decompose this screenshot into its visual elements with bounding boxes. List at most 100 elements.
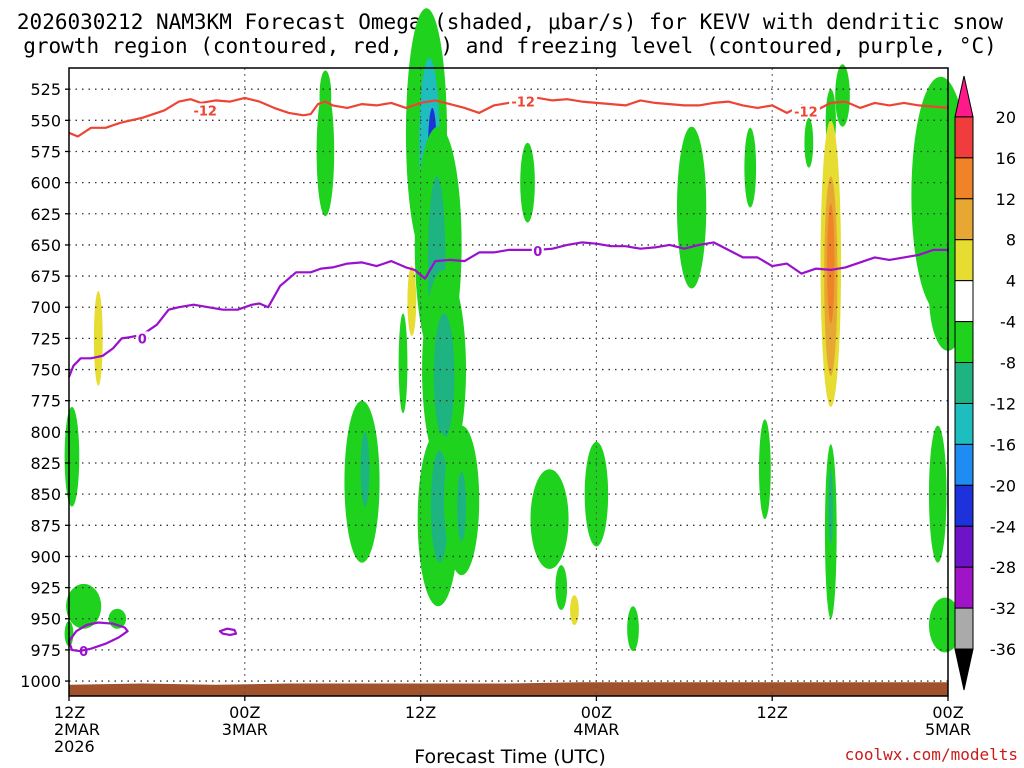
contour-lines: -12 -12 -12 0 0 0 [67,94,949,660]
colorbar-bin-13 [954,607,974,650]
y-tick-label-625: 625 [30,205,61,224]
colorbar-bin-2 [954,157,974,200]
x-tick-label-12-1: 3MAR [222,720,268,739]
colorbar-cap-bottom [954,648,974,691]
y-tick-label-1000: 1000 [20,672,61,691]
y-tick-label-850: 850 [30,485,61,504]
colorbar-bin-3 [954,198,974,241]
contour-label-bg-0-1 [509,94,538,108]
x-tick-label-0-1: 2MAR [54,720,100,739]
omega-region-22 [520,142,535,223]
colorbar-bin-8 [954,402,974,445]
omega-region-23 [530,469,569,569]
pressure-axis: 525 550 575 600 625 650 675 700 725 750 775 800 825 8… [20,80,69,691]
colorbar-label-4: 4 [1006,272,1016,291]
y-tick-label-750: 750 [30,361,61,380]
omega-region-21 [457,471,467,542]
omega-region-9 [398,313,408,414]
omega-region-42 [928,597,962,653]
colorbar-bin-5 [954,280,974,323]
contour-label-0-1: -12 [511,96,535,111]
colorbar-label-8: -16 [990,435,1016,454]
x-axis-label: Forecast Time (UTC) [414,746,605,768]
colorbar-label-5: -4 [1000,313,1016,332]
x-tick-label-60-1: 5MAR [925,720,971,739]
colorbar-label-2: 12 [996,190,1016,209]
x-tick-label-24-0: 12Z [405,703,436,722]
contour-label-bg-0-0 [191,103,220,117]
omega-region-24 [555,565,568,611]
omega-region-5 [316,86,335,217]
y-tick-label-950: 950 [30,610,61,629]
contour-label-1-0: 0 [138,332,147,347]
omega-region-30 [759,419,771,520]
omega-region-31 [804,117,814,168]
colorbar-label-3: 8 [1006,231,1016,250]
omega-region-29 [744,127,757,208]
x-tick-label-12-0: 00Z [229,703,260,722]
chart-title-line-2: growth region (contoured, red, °C) and f… [23,34,997,58]
x-tick-label-0-0: 12Z [54,703,85,722]
omega-region-25 [570,595,579,625]
y-tick-label-550: 550 [30,111,61,130]
colorbar-bin-7 [954,362,974,404]
contour-line-2 [67,621,129,653]
omega-region-10 [407,266,417,336]
colorbar: 20 16 12 8 4 -4 -8 -12 -16 -20 -24 -28 -32 -36 [954,75,1016,691]
colorbar-bin-9 [954,443,974,486]
colorbar-label-12: -32 [990,599,1016,618]
colorbar-cap-top [954,75,974,118]
colorbar-bin-12 [954,566,974,609]
contour-label-0-0: -12 [193,104,217,119]
colorbar-label-13: -36 [990,640,1016,659]
y-tick-label-725: 725 [30,329,61,348]
y-tick-label-775: 775 [30,392,61,411]
y-tick-label-525: 525 [30,80,61,99]
colorbar-label-6: -8 [1000,354,1016,373]
omega-region-17 [433,313,455,439]
colorbar-label-10: -24 [990,517,1016,536]
terrain-fill [69,682,948,696]
y-tick-label-650: 650 [30,236,61,255]
x-tick-label-0-2: 2026 [54,737,95,756]
colorbar-label-0: 20 [996,108,1016,127]
x-tick-label-36-1: 4MAR [573,720,619,739]
contour-line-3 [218,627,238,636]
gridlines [68,68,949,696]
colorbar-bin-10 [954,484,974,527]
plot-frame [68,67,949,697]
colorbar-bin-1 [954,116,974,159]
colorbar-label-1: 16 [996,149,1016,168]
omega-region-19 [430,450,449,563]
contour-label-bg-1-0 [136,331,149,345]
omega-region-0 [64,406,80,507]
omega-region-39 [928,425,947,563]
omega-region-37 [828,469,833,544]
omega-region-4 [93,291,103,386]
y-tick-label-825: 825 [30,454,61,473]
x-tick-label-48-0: 12Z [757,703,788,722]
colorbar-label-11: -28 [990,558,1016,577]
y-tick-label-900: 900 [30,547,61,566]
y-tick-label-675: 675 [30,267,61,286]
y-tick-label-600: 600 [30,174,61,193]
omega-region-8 [360,431,370,507]
credit-text[interactable]: coolwx.com/modelts [845,745,1018,764]
contour-label-1-2: 0 [79,645,88,660]
colorbar-label-7: -12 [990,394,1016,413]
y-tick-label-925: 925 [30,579,61,598]
y-tick-label-575: 575 [30,142,61,161]
colorbar-bin-6 [954,321,974,364]
x-tick-label-36-0: 00Z [581,703,612,722]
y-tick-label-975: 975 [30,641,61,660]
y-tick-label-875: 875 [30,516,61,535]
omega-region-38 [835,64,850,127]
x-tick-label-60-0: 00Z [932,703,963,722]
colorbar-bin-4 [954,239,974,282]
contour-label-1-1: 0 [533,245,542,260]
contour-line-1 [67,241,948,378]
omega-region-6 [319,70,332,121]
contour-label-bg-1-1 [531,244,544,258]
colorbar-label-9: -20 [990,476,1016,495]
